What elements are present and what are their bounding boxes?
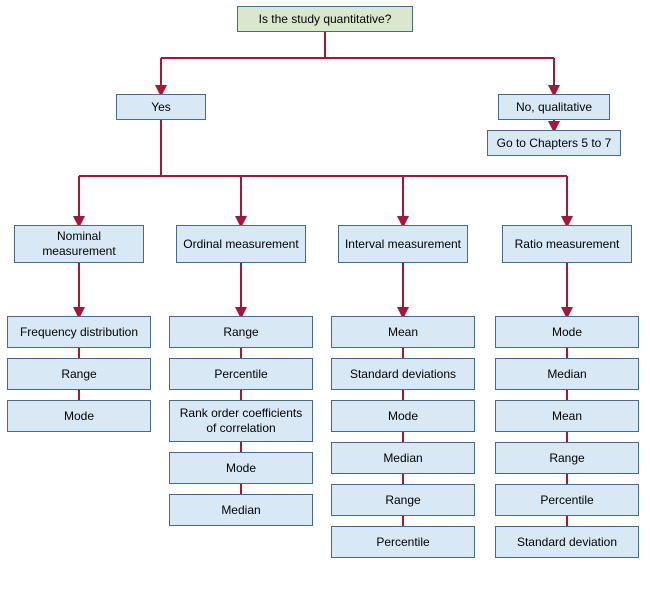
node-rat5: Percentile bbox=[495, 484, 639, 516]
node-goto: Go to Chapters 5 to 7 bbox=[487, 130, 621, 156]
node-nominal: Nominal measurement bbox=[14, 225, 144, 263]
node-ord3: Rank order coefficients of correlation bbox=[169, 400, 313, 442]
flowchart-canvas: Is the study quantitative? Yes No, qualita… bbox=[0, 0, 650, 598]
node-ord2: Percentile bbox=[169, 358, 313, 390]
node-ratio: Ratio measurement bbox=[502, 225, 632, 263]
node-int2: Standard deviations bbox=[331, 358, 475, 390]
node-rat4: Range bbox=[495, 442, 639, 474]
node-rat2: Median bbox=[495, 358, 639, 390]
node-int1: Mean bbox=[331, 316, 475, 348]
node-ordinal: Ordinal measurement bbox=[176, 225, 306, 263]
node-nom2: Range bbox=[7, 358, 151, 390]
node-int6: Percentile bbox=[331, 526, 475, 558]
node-root: Is the study quantitative? bbox=[237, 6, 413, 32]
node-ord5: Median bbox=[169, 494, 313, 526]
node-int5: Range bbox=[331, 484, 475, 516]
node-rat1: Mode bbox=[495, 316, 639, 348]
node-int4: Median bbox=[331, 442, 475, 474]
node-yes: Yes bbox=[116, 94, 206, 120]
node-no: No, qualitative bbox=[498, 94, 610, 120]
node-rat3: Mean bbox=[495, 400, 639, 432]
node-ord1: Range bbox=[169, 316, 313, 348]
node-nom3: Mode bbox=[7, 400, 151, 432]
node-ord4: Mode bbox=[169, 452, 313, 484]
node-int3: Mode bbox=[331, 400, 475, 432]
node-nom1: Frequency distribution bbox=[7, 316, 151, 348]
node-interval: Interval measurement bbox=[338, 225, 468, 263]
node-rat6: Standard deviation bbox=[495, 526, 639, 558]
